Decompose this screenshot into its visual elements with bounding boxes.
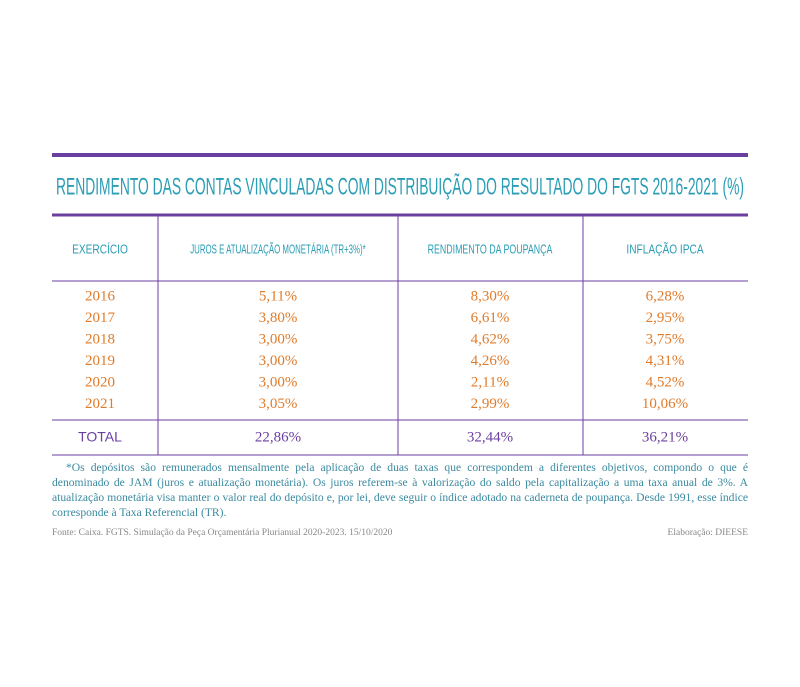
column-header: EXERCÍCIO	[72, 241, 128, 256]
total-cell: 22,86%	[255, 429, 301, 445]
year-cell: 2019	[85, 353, 115, 369]
value-cell: 4,31%	[646, 353, 685, 369]
value-cell: 3,00%	[259, 374, 298, 390]
total-label: TOTAL	[78, 429, 122, 445]
value-cell: 3,80%	[259, 310, 298, 326]
value-cell: 4,62%	[471, 331, 510, 347]
title: RENDIMENTO DAS CONTAS VINCULADAS COM DIS…	[56, 173, 744, 200]
value-cell: 2,99%	[471, 396, 510, 412]
value-cell: 6,28%	[646, 288, 685, 304]
footnote: *Os depósitos são remunerados mensalment…	[52, 461, 748, 519]
column-header: RENDIMENTO DA POUPANÇA	[428, 241, 553, 256]
table-body: EXERCÍCIO JUROS E ATUALIZAÇÃO MONETÁRIA (…	[72, 241, 704, 445]
year-cell: 2016	[85, 288, 116, 304]
column-header: INFLAÇÃO IPCA	[626, 241, 703, 256]
credit: Elaboração: DIEESE	[667, 528, 748, 538]
source: Fonte: Caixa. FGTS. Simulação da Peça Or…	[52, 528, 393, 538]
value-cell: 4,52%	[646, 374, 685, 390]
value-cell: 10,06%	[642, 396, 688, 412]
year-cell: 2017	[85, 310, 116, 326]
value-cell: 2,95%	[646, 310, 685, 326]
year-cell: 2018	[85, 331, 115, 347]
column-header: JUROS E ATUALIZAÇÃO MONETÁRIA (TR+3%)*	[190, 241, 366, 256]
total-cell: 36,21%	[642, 429, 688, 445]
value-cell: 4,26%	[471, 353, 510, 369]
value-cell: 3,00%	[259, 331, 298, 347]
value-cell: 8,30%	[471, 288, 510, 304]
year-cell: 2021	[85, 396, 115, 412]
value-cell: 5,11%	[259, 288, 297, 304]
value-cell: 6,61%	[471, 310, 510, 326]
value-cell: 3,75%	[646, 331, 685, 347]
value-cell: 3,05%	[259, 396, 298, 412]
year-cell: 2020	[85, 374, 115, 390]
total-cell: 32,44%	[467, 429, 513, 445]
value-cell: 2,11%	[471, 374, 509, 390]
value-cell: 3,00%	[259, 353, 298, 369]
